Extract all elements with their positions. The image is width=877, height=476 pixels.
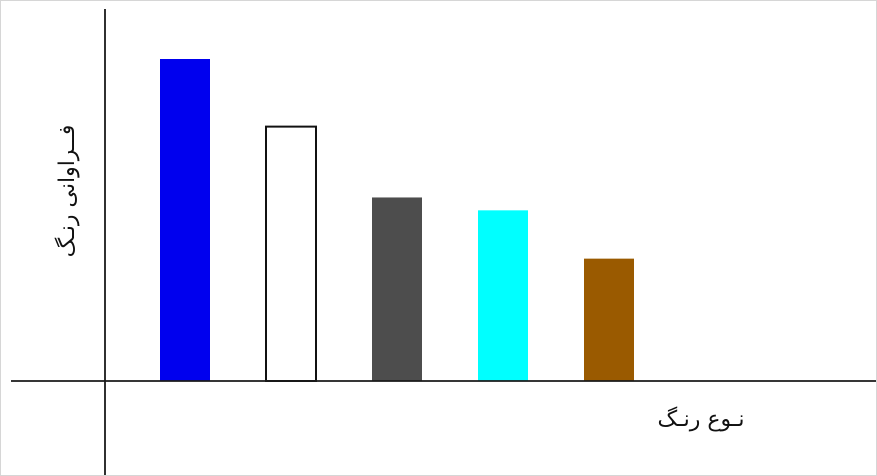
y-axis-title: فــراوانی رنـگ — [54, 125, 80, 258]
bar-3 — [372, 197, 422, 381]
bar-4 — [478, 210, 528, 381]
bars-layer — [160, 59, 634, 383]
x-axis-title: نـوع رنـگ — [658, 406, 745, 432]
bar-5 — [584, 258, 634, 381]
bar-2 — [265, 125, 317, 383]
bar-1 — [160, 59, 210, 381]
